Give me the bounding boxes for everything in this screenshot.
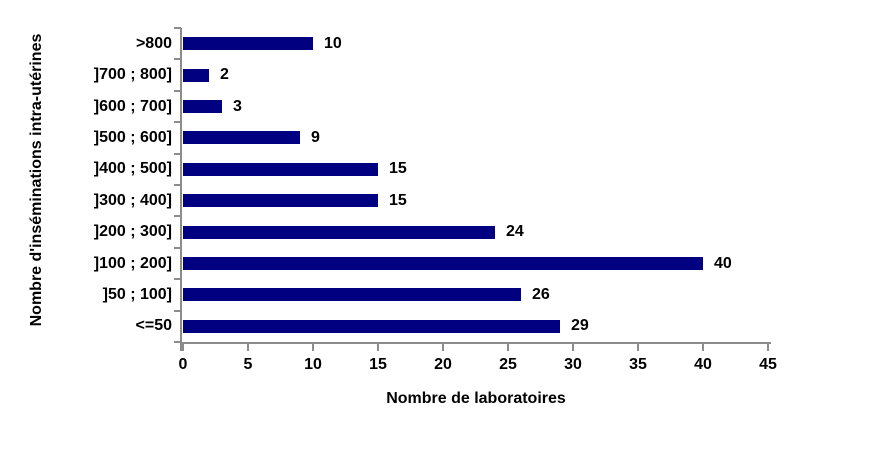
- category-label: ]300 ; 400]: [93, 191, 172, 209]
- y-axis-tick: [174, 89, 181, 92]
- x-axis-tick: [637, 344, 639, 351]
- category-label: >800: [135, 34, 172, 52]
- x-tick-label: 0: [178, 356, 188, 373]
- bar: [183, 288, 521, 302]
- value-label: 10: [324, 34, 342, 52]
- bar: [183, 319, 560, 333]
- y-axis-tick: [174, 121, 181, 124]
- category-label: ]200 ; 300]: [93, 223, 172, 241]
- y-axis-tick: [174, 184, 181, 186]
- category-label: ]50 ; 100]: [102, 285, 172, 303]
- y-axis-tick: [174, 341, 181, 343]
- value-label: 3: [233, 97, 242, 115]
- x-tick-label: 15: [369, 356, 387, 373]
- x-tick-label: 5: [243, 356, 253, 373]
- bar: [183, 131, 300, 145]
- bar: [183, 194, 378, 208]
- y-axis-line: [180, 28, 182, 351]
- x-axis-tick: [247, 344, 249, 351]
- x-axis-tick: [572, 344, 574, 351]
- category-label: ]600 ; 700]: [93, 97, 172, 115]
- x-axis-tick: [767, 344, 769, 351]
- x-tick-label: 30: [564, 356, 582, 373]
- category-label: <=50: [135, 317, 172, 335]
- x-axis-tick: [702, 344, 704, 351]
- x-axis-title: Nombre de laboratoires: [386, 390, 566, 407]
- bar: [183, 37, 313, 51]
- category-label: ]100 ; 200]: [93, 254, 172, 272]
- x-axis-line: [180, 342, 771, 344]
- x-tick-label: 10: [304, 356, 322, 373]
- value-label: 15: [389, 160, 407, 178]
- bar: [183, 225, 495, 239]
- bar: [183, 100, 222, 113]
- x-axis-tick: [442, 344, 444, 351]
- x-axis-tick: [182, 344, 184, 351]
- y-axis-tick: [174, 152, 181, 155]
- bar: [183, 162, 378, 176]
- x-axis-tick: [312, 344, 314, 351]
- x-tick-label: 35: [629, 356, 647, 373]
- y-axis-tick: [174, 309, 181, 312]
- y-axis-tick: [174, 58, 181, 61]
- value-label: 2: [220, 66, 229, 84]
- category-label: ]700 ; 800]: [93, 66, 172, 84]
- category-label: ]500 ; 600]: [93, 128, 172, 146]
- value-label: 26: [532, 285, 550, 303]
- y-axis-tick: [174, 215, 181, 218]
- y-axis-tick: [174, 278, 181, 281]
- x-axis-tick: [377, 344, 379, 351]
- category-label: ]400 ; 500]: [93, 160, 172, 178]
- bar: [183, 68, 209, 82]
- value-label: 24: [506, 223, 524, 241]
- bar: [183, 257, 703, 270]
- value-label: 9: [311, 128, 320, 146]
- x-tick-label: 20: [434, 356, 452, 373]
- x-tick-label: 40: [694, 356, 712, 373]
- x-axis-tick: [507, 344, 509, 351]
- y-axis-tick: [174, 27, 181, 29]
- value-label: 40: [714, 254, 732, 272]
- value-label: 29: [571, 317, 589, 335]
- y-axis-tick: [174, 246, 181, 249]
- x-tick-label: 45: [759, 356, 777, 373]
- value-label: 15: [389, 191, 407, 209]
- x-tick-label: 25: [499, 356, 517, 373]
